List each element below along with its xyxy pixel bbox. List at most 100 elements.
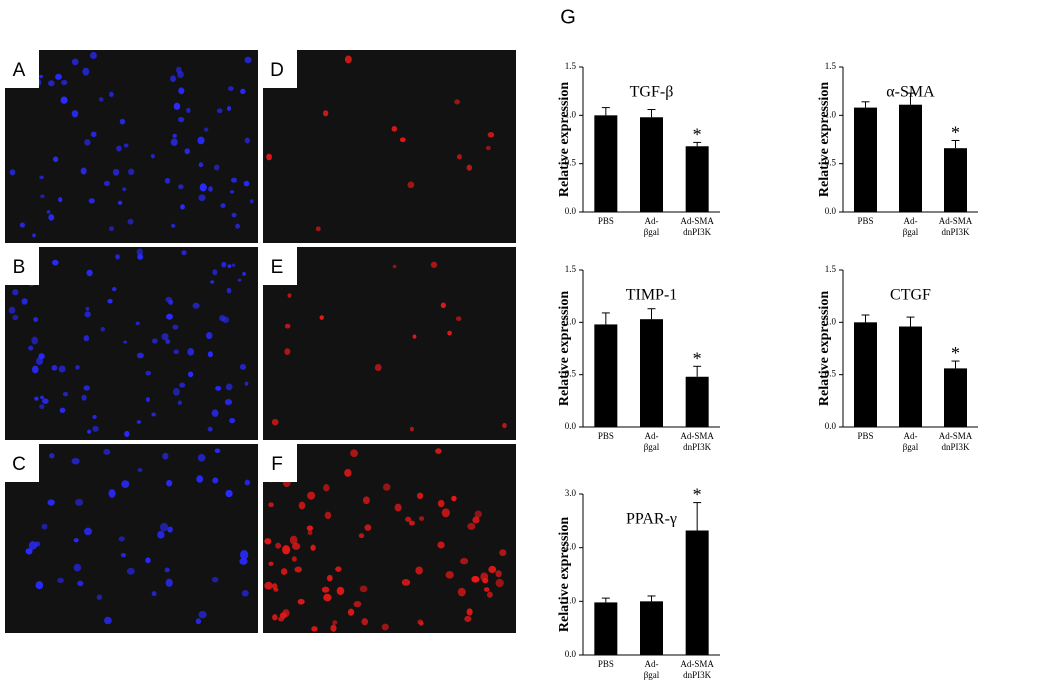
cell-nucleus — [39, 175, 44, 180]
bar — [685, 376, 709, 427]
cell-nucleus — [84, 311, 91, 318]
cell-nucleus — [486, 591, 493, 598]
cell-nucleus — [322, 110, 329, 117]
cell-nucleus — [187, 371, 194, 378]
cell-nucleus — [225, 383, 233, 391]
cell-nucleus — [211, 409, 219, 417]
cell-nucleus — [31, 336, 38, 345]
cell-nucleus — [186, 107, 191, 113]
cell-nucleus — [96, 594, 103, 600]
y-tick-label: 0.5 — [565, 369, 577, 379]
cell-nucleus — [472, 516, 480, 524]
panel-label-box — [5, 50, 39, 88]
x-tick-label: PBS — [857, 431, 873, 441]
cell-nucleus — [112, 287, 117, 292]
cell-nucleus — [298, 501, 306, 510]
cell-nucleus — [167, 526, 173, 533]
y-tick-label: 3.0 — [565, 488, 577, 498]
figure-label: G — [560, 6, 576, 28]
y-tick-label: 0.0 — [565, 421, 577, 431]
x-tick-label: dnPI3K — [683, 670, 712, 680]
cell-nucleus — [280, 568, 288, 575]
cell-nucleus — [456, 154, 462, 160]
cell-nucleus — [179, 382, 186, 388]
cell-nucleus — [437, 499, 445, 508]
cell-nucleus — [47, 499, 55, 506]
cell-nucleus — [84, 139, 91, 146]
cell-nucleus — [466, 608, 473, 616]
cell-nucleus — [464, 615, 472, 623]
cell-nucleus — [145, 557, 151, 564]
cell-nucleus — [103, 180, 110, 187]
cell-nucleus — [364, 524, 372, 531]
cell-nucleus — [225, 489, 233, 498]
cell-nucleus — [52, 156, 59, 163]
cell-nucleus — [199, 183, 207, 192]
cell-nucleus — [86, 269, 93, 277]
cell-nucleus — [409, 426, 414, 432]
cell-nucleus — [173, 349, 179, 355]
cell-nucleus — [108, 489, 116, 498]
significance-mark: * — [693, 348, 702, 368]
x-tick-label: dnPI3K — [941, 227, 970, 237]
cell-nucleus — [184, 148, 190, 155]
cell-nucleus — [172, 387, 180, 396]
cell-nucleus — [347, 608, 355, 616]
cell-nucleus — [287, 293, 292, 298]
cell-nucleus — [229, 417, 236, 424]
cell-nucleus — [118, 536, 125, 542]
bar — [640, 117, 663, 212]
y-tick-label: 1.0 — [565, 316, 577, 326]
cell-nucleus — [226, 287, 232, 294]
micrograph — [5, 444, 258, 633]
panel-label: B — [13, 257, 26, 278]
cell-nucleus — [136, 352, 144, 359]
cell-nucleus — [84, 527, 93, 536]
cell-nucleus — [284, 323, 291, 329]
micrograph — [263, 247, 516, 440]
cell-nucleus — [332, 620, 338, 625]
cell-nucleus — [437, 541, 445, 549]
cell-nucleus — [244, 479, 251, 486]
cell-nucleus — [415, 566, 423, 575]
cell-nucleus — [90, 51, 97, 60]
cell-nucleus — [164, 567, 170, 573]
cell-nucleus — [231, 263, 236, 267]
y-tick-label: 0.5 — [825, 369, 837, 379]
panel-label: C — [12, 454, 26, 475]
panel-label: F — [271, 454, 283, 475]
cell-nucleus — [181, 250, 187, 256]
cell-nucleus — [221, 261, 227, 268]
chart-title: TIMP-1 — [626, 287, 678, 304]
micrograph — [263, 444, 516, 633]
micrograph — [5, 50, 258, 243]
cell-nucleus — [150, 153, 155, 159]
cell-nucleus — [311, 626, 318, 632]
cell-nucleus — [249, 199, 254, 204]
cell-nucleus — [435, 448, 442, 454]
cell-nucleus — [92, 425, 99, 432]
cell-nucleus — [266, 153, 272, 161]
cell-nucleus — [374, 364, 382, 372]
y-axis-label: Relative expression — [817, 291, 832, 406]
bar — [899, 104, 922, 212]
cell-nucleus — [187, 348, 195, 356]
cell-nucleus — [178, 184, 184, 190]
cell-nucleus — [83, 335, 90, 342]
cell-nucleus — [38, 353, 45, 360]
cell-nucleus — [454, 99, 461, 105]
panel-label-box — [5, 247, 39, 285]
cell-nucleus — [172, 133, 177, 138]
cell-nucleus — [466, 164, 473, 171]
x-tick-label: Ad- — [645, 659, 659, 669]
cell-nucleus — [323, 484, 330, 492]
cell-nucleus — [9, 169, 16, 176]
cell-nucleus — [178, 87, 185, 95]
cell-nucleus — [71, 58, 79, 66]
cell-nucleus — [195, 618, 202, 625]
cell-nucleus — [216, 108, 223, 114]
cell-nucleus — [157, 530, 165, 539]
cell-nucleus — [83, 385, 90, 391]
cell-nucleus — [358, 533, 365, 539]
